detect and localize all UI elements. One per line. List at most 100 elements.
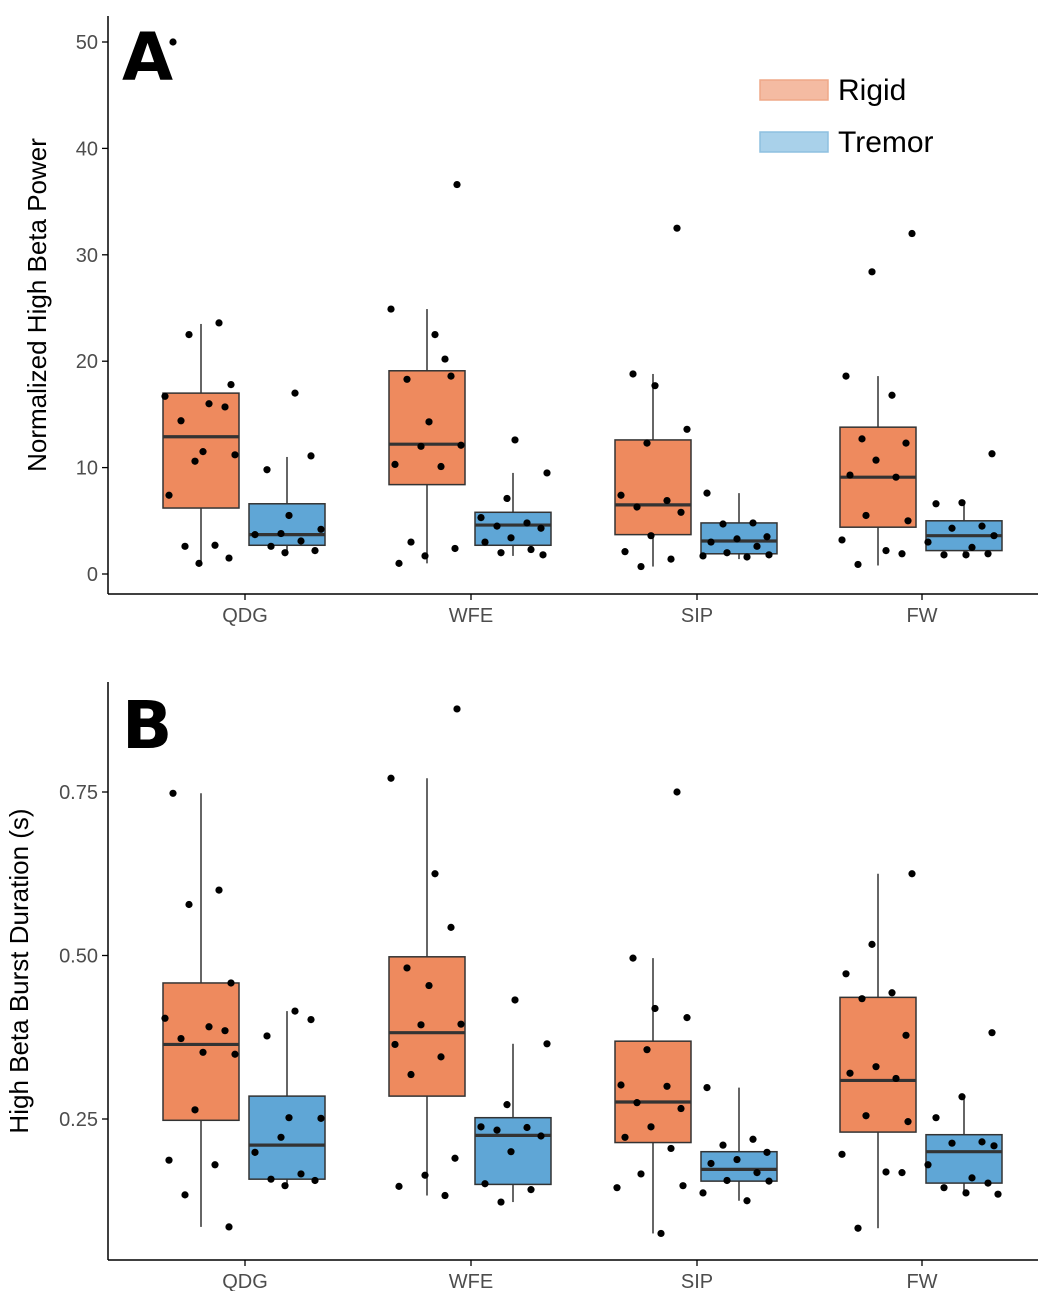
data-point (263, 1032, 271, 1040)
y-axis-title: High Beta Burst Duration (s) (4, 808, 34, 1133)
data-point (177, 417, 185, 425)
y-tick-label: 40 (76, 138, 98, 160)
data-point (842, 372, 850, 380)
data-point (862, 1112, 870, 1120)
data-point (481, 1180, 489, 1188)
data-point (838, 536, 846, 544)
data-point (477, 514, 485, 522)
data-point (391, 1040, 399, 1049)
data-point (984, 550, 992, 558)
data-point (493, 1126, 501, 1134)
data-point (633, 503, 641, 511)
box-tremor-wfe (474, 436, 552, 559)
data-point (749, 1135, 757, 1143)
x-tick-label-fw: FW (906, 1271, 937, 1291)
data-point (231, 1050, 239, 1058)
data-point (425, 981, 433, 990)
data-point (723, 549, 731, 557)
data-point (387, 305, 395, 313)
data-point (537, 1132, 545, 1140)
data-point (647, 532, 655, 540)
data-point (507, 534, 515, 542)
data-point (882, 1168, 890, 1176)
data-point (169, 789, 177, 797)
data-point (984, 1179, 992, 1187)
data-point (453, 180, 461, 189)
data-point (733, 1155, 741, 1164)
data-point (858, 995, 866, 1003)
data-point (763, 1148, 771, 1156)
box-rigid-sip (613, 788, 692, 1238)
data-point (838, 1150, 846, 1158)
box-tremor-fw (924, 1029, 1003, 1198)
data-point (902, 439, 910, 447)
data-point (643, 1046, 651, 1054)
data-point (753, 542, 761, 550)
data-point (637, 1170, 645, 1178)
data-point (902, 1031, 910, 1039)
data-point (297, 537, 305, 545)
data-point (403, 375, 411, 383)
data-point (924, 538, 932, 546)
x-tick-label-sip: SIP (681, 605, 713, 627)
data-point (617, 491, 625, 499)
y-tick-label: 50 (76, 32, 98, 54)
data-point (457, 441, 465, 449)
data-point (481, 538, 489, 546)
data-point (719, 520, 727, 528)
data-point (447, 372, 455, 380)
data-point (507, 1148, 515, 1156)
data-point (663, 496, 671, 505)
x-tick-label-wfe: WFE (449, 605, 493, 627)
data-point (988, 450, 996, 458)
data-point (285, 1114, 293, 1122)
data-point (199, 448, 207, 456)
data-point (962, 1189, 970, 1197)
data-point (211, 1161, 219, 1169)
y-tick-label: 30 (76, 245, 98, 267)
data-point (421, 1171, 429, 1179)
box-tremor-wfe (474, 996, 552, 1206)
data-point (924, 1161, 932, 1169)
data-point (407, 1070, 415, 1079)
legend-label-tremor: Tremor (838, 126, 934, 159)
box-iqr (614, 439, 692, 536)
data-point (417, 442, 425, 450)
data-point (908, 229, 916, 238)
data-point (263, 466, 271, 474)
data-point (868, 940, 876, 948)
data-point (854, 1224, 862, 1232)
data-point (191, 457, 199, 465)
data-point (765, 551, 773, 559)
data-point (657, 1229, 665, 1238)
data-point (617, 1081, 625, 1089)
data-point (539, 551, 547, 559)
data-point (703, 1084, 711, 1092)
data-point (225, 1223, 233, 1231)
data-point (673, 224, 681, 232)
data-point (511, 436, 519, 444)
box-tremor-fw (924, 450, 1003, 559)
data-point (651, 1004, 659, 1013)
data-point (407, 538, 415, 546)
legend-label-rigid: Rigid (838, 74, 906, 107)
box-rigid-wfe (387, 180, 466, 567)
x-tick-label-fw: FW (906, 605, 937, 627)
data-point (191, 1106, 199, 1114)
data-point (677, 508, 685, 516)
box-iqr (388, 956, 466, 1097)
box-iqr (248, 1095, 326, 1180)
x-tick-label-qdg: QDG (222, 605, 268, 627)
data-point (904, 1118, 912, 1126)
data-point (441, 355, 449, 363)
data-point (511, 996, 519, 1004)
data-point (225, 554, 233, 562)
legend: Rigid Tremor (759, 74, 934, 159)
data-point (431, 331, 439, 339)
data-point (888, 989, 896, 997)
data-point (543, 469, 551, 477)
box-rigid-qdg (161, 38, 240, 567)
data-point (221, 1027, 229, 1035)
data-point (307, 452, 315, 460)
